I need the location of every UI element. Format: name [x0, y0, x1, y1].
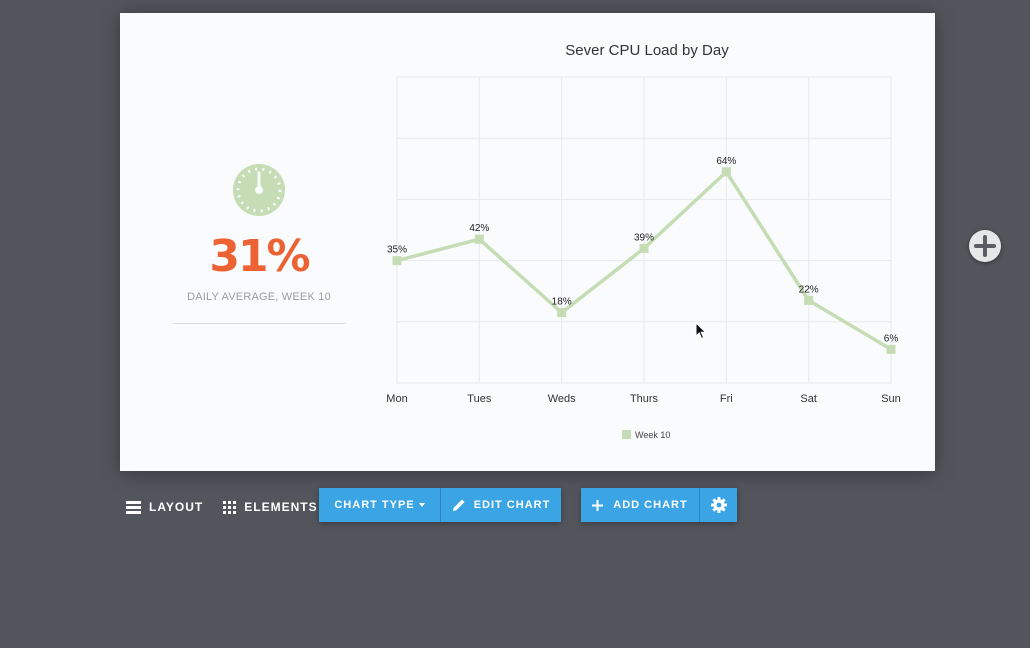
- add-slide-button[interactable]: [969, 230, 1001, 262]
- daily-average-caption: DAILY AVERAGE, WEEK 10: [187, 291, 331, 303]
- legend-swatch: [622, 430, 631, 439]
- x-tick-label: Tues: [467, 393, 492, 405]
- layout-label: LAYOUT: [149, 500, 204, 514]
- data-point[interactable]: [392, 256, 402, 266]
- add-chart-button-group: ADD CHART: [581, 488, 737, 522]
- add-chart-label: ADD CHART: [613, 499, 688, 511]
- data-point[interactable]: [474, 234, 484, 244]
- mouse-cursor-icon: [695, 322, 707, 340]
- chart-title: Sever CPU Load by Day: [565, 42, 729, 59]
- x-tick-label: Sun: [881, 393, 901, 405]
- gear-icon: [710, 497, 727, 513]
- cpu-load-line-chart[interactable]: Sever CPU Load by Day 35% 42% 18% 39% 64% 22%…: [120, 13, 935, 471]
- gauge-icon: [233, 164, 285, 216]
- data-label: 64%: [716, 156, 736, 167]
- data-point[interactable]: [639, 243, 649, 253]
- data-label: 35%: [387, 245, 407, 256]
- data-label: 42%: [469, 223, 489, 234]
- data-point[interactable]: [886, 344, 896, 354]
- plus-circle-icon: [974, 235, 996, 257]
- data-label: 6%: [884, 333, 899, 344]
- toolbar-left: LAYOUT ELEMENTS: [126, 496, 338, 518]
- chart-settings-button[interactable]: [699, 488, 737, 522]
- data-label: 22%: [799, 284, 819, 295]
- grid-icon: [223, 500, 237, 514]
- data-label: 18%: [552, 297, 572, 308]
- add-chart-button[interactable]: ADD CHART: [581, 488, 699, 522]
- plus-icon: [592, 499, 604, 511]
- data-point[interactable]: [721, 167, 731, 177]
- layout-button[interactable]: LAYOUT: [126, 500, 203, 514]
- data-point[interactable]: [557, 308, 567, 318]
- chart-type-label: CHART TYPE: [334, 499, 415, 511]
- elements-label: ELEMENTS: [244, 500, 318, 514]
- x-tick-label: Fri: [720, 393, 733, 405]
- chart-button-group: CHART TYPE EDIT CHART: [319, 488, 561, 522]
- data-point[interactable]: [804, 295, 814, 305]
- stat-divider: [173, 323, 346, 324]
- edit-chart-label: EDIT CHART: [473, 499, 551, 511]
- legend-label: Week 10: [635, 430, 670, 440]
- data-label: 39%: [634, 232, 654, 243]
- x-tick-label: Sat: [800, 393, 817, 405]
- edit-chart-button[interactable]: EDIT CHART: [440, 488, 561, 522]
- chart-type-dropdown[interactable]: CHART TYPE: [319, 488, 440, 522]
- caret-down-icon: [418, 503, 425, 507]
- x-tick-label: Weds: [548, 393, 576, 405]
- daily-average-value: 31%: [209, 231, 310, 282]
- pencil-icon: [452, 499, 465, 511]
- layout-icon: [126, 500, 141, 514]
- slide-canvas[interactable]: 31% DAILY AVERAGE, WEEK 10 Sever CPU Loa…: [120, 13, 935, 471]
- x-tick-label: Mon: [386, 393, 407, 405]
- elements-button[interactable]: ELEMENTS: [223, 500, 317, 514]
- x-tick-label: Thurs: [630, 393, 659, 405]
